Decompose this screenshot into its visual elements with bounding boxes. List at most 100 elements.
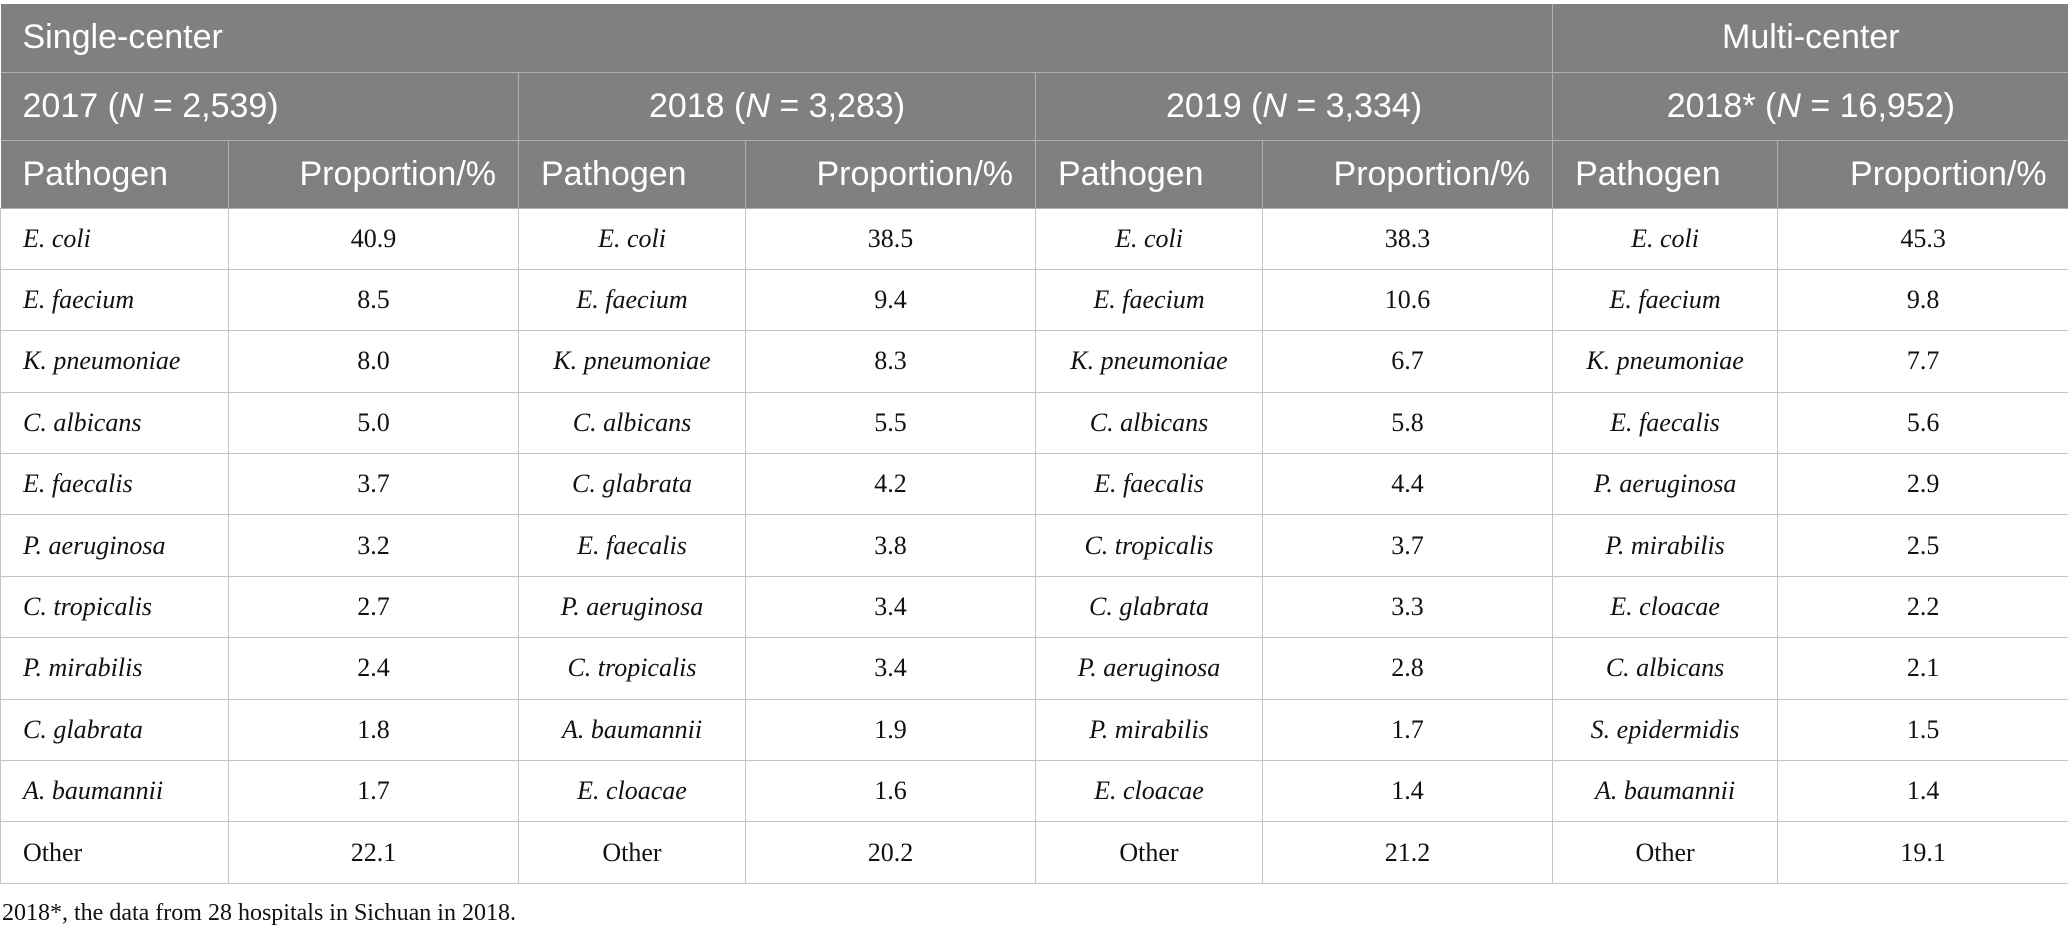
pathogen-name-cell: E. cloacae: [1552, 575, 1779, 639]
column-header-proportion: Proportion/%: [745, 140, 1036, 209]
pathogen-name-cell: P. mirabilis: [1552, 514, 1779, 577]
proportion-value-cell: 20.2: [745, 821, 1036, 884]
table-row: E. faecalis 3.7 C. glabrata 4.2 E. faecalis 4…: [0, 453, 2068, 516]
pathogen-name-cell: E. faecium: [518, 268, 746, 332]
pathogen-name-cell: K. pneumoniae: [1035, 330, 1263, 393]
column-header-proportion: Proportion/%: [1261, 140, 1553, 209]
group-header-2017: 2017 (N = 2,539): [0, 72, 519, 141]
column-header-proportion: Proportion/%: [228, 140, 519, 209]
column-header-pathogen: Pathogen: [1035, 140, 1263, 209]
pathogen-name-cell: A. baumannii: [0, 760, 229, 823]
proportion-value-cell: 8.0: [228, 330, 519, 393]
pathogen-name-cell: K. pneumoniae: [1552, 330, 1779, 393]
pathogen-name-cell: C. albicans: [0, 391, 229, 455]
proportion-value-cell: 5.8: [1261, 391, 1554, 455]
proportion-value-cell: 5.0: [228, 391, 519, 455]
proportion-value-cell: 5.5: [745, 391, 1036, 455]
pathogen-name-cell: A. baumannii: [1552, 760, 1779, 823]
column-header-pathogen: Pathogen: [1552, 140, 1778, 209]
proportion-value-cell: 8.5: [228, 268, 519, 332]
pathogen-name-cell: P. mirabilis: [0, 637, 229, 700]
table-row: C. glabrata 1.8 A. baumannii 1.9 P. mirabili…: [0, 698, 2068, 762]
proportion-value-cell: 3.3: [1261, 575, 1554, 639]
proportion-value-cell: 4.2: [745, 453, 1036, 516]
single-center-header: Single-center: [0, 4, 1553, 73]
pathogen-name-cell: E. cloacae: [518, 760, 746, 823]
proportion-value-cell: 2.8: [1261, 637, 1554, 700]
proportion-value-cell: 21.2: [1261, 821, 1554, 884]
proportion-value-cell: 22.1: [228, 821, 519, 884]
pathogen-name-cell: C. albicans: [1035, 391, 1263, 455]
proportion-value-cell: 40.9: [228, 207, 519, 270]
pathogen-name-cell: C. glabrata: [518, 453, 746, 516]
pathogen-name-cell: E. coli: [518, 207, 746, 270]
pathogen-name-cell: Other: [1035, 821, 1263, 884]
multi-center-header: Multi-center: [1552, 4, 2068, 73]
header-row-year-groups: 2017 (N = 2,539) 2018 (N = 3,283) 2019 (…: [0, 72, 2068, 141]
header-row-center-type: Single-center Multi-center: [0, 4, 2068, 73]
pathogen-name-cell: C. tropicalis: [1035, 514, 1263, 577]
proportion-value-cell: 3.7: [228, 453, 519, 516]
pathogen-name-cell: A. baumannii: [518, 698, 746, 762]
table-footnote: 2018*, the data from 28 hospitals in Sic…: [2, 900, 516, 926]
pathogen-name-cell: P. aeruginosa: [1552, 453, 1779, 516]
proportion-value-cell: 6.7: [1261, 330, 1554, 393]
pathogen-name-cell: S. epidermidis: [1552, 698, 1779, 762]
pathogen-name-cell: K. pneumoniae: [0, 330, 229, 393]
proportion-value-cell: 1.7: [1261, 698, 1554, 762]
table-row: Other 22.1 Other 20.2 Other 21.2 Other 19.1: [0, 821, 2068, 884]
proportion-value-cell: 8.3: [745, 330, 1036, 393]
proportion-value-cell: 1.4: [1261, 760, 1554, 823]
proportion-value-cell: 1.7: [228, 760, 519, 823]
proportion-value-cell: 3.8: [745, 514, 1036, 577]
proportion-value-cell: 9.4: [745, 268, 1036, 332]
table-row: P. mirabilis 2.4 C. tropicalis 3.4 P. aerugi…: [0, 637, 2068, 700]
proportion-value-cell: 3.7: [1261, 514, 1554, 577]
pathogen-name-cell: C. albicans: [518, 391, 746, 455]
group-header-2018-multi: 2018* (N = 16,952): [1552, 72, 2068, 141]
group-header-2018: 2018 (N = 3,283): [518, 72, 1036, 141]
proportion-value-cell: 4.4: [1261, 453, 1554, 516]
pathogen-name-cell: E. faecium: [0, 268, 229, 332]
pathogen-name-cell: C. tropicalis: [518, 637, 746, 700]
proportion-value-cell: 1.5: [1777, 698, 2068, 762]
pathogen-name-cell: Other: [1552, 821, 1779, 884]
header-row-columns: Pathogen Proportion/% Pathogen Proportio…: [0, 140, 2068, 209]
proportion-value-cell: 38.5: [745, 207, 1036, 270]
table-row: C. albicans 5.0 C. albicans 5.5 C. albicans 5…: [0, 391, 2068, 455]
table-body: E. coli 40.9 E. coli 38.5 E. coli 38.3 E. coli…: [0, 207, 2068, 884]
pathogen-name-cell: C. tropicalis: [0, 575, 229, 639]
table-row: E. faecium 8.5 E. faecium 9.4 E. faecium 10.6…: [0, 268, 2068, 332]
pathogen-name-cell: E. faecalis: [518, 514, 746, 577]
proportion-value-cell: 7.7: [1777, 330, 2068, 393]
pathogen-name-cell: E. faecalis: [1035, 453, 1263, 516]
proportion-value-cell: 2.2: [1777, 575, 2068, 639]
pathogen-name-cell: C. albicans: [1552, 637, 1779, 700]
proportion-value-cell: 2.1: [1777, 637, 2068, 700]
pathogen-name-cell: E. coli: [0, 207, 229, 270]
proportion-value-cell: 1.4: [1777, 760, 2068, 823]
proportion-value-cell: 2.7: [228, 575, 519, 639]
pathogen-name-cell: E. faecalis: [0, 453, 229, 516]
proportion-value-cell: 1.9: [745, 698, 1036, 762]
pathogen-name-cell: P. aeruginosa: [0, 514, 229, 577]
pathogen-name-cell: E. coli: [1552, 207, 1779, 270]
proportion-value-cell: 19.1: [1777, 821, 2068, 884]
pathogen-name-cell: E. faecium: [1035, 268, 1263, 332]
pathogen-name-cell: K. pneumoniae: [518, 330, 746, 393]
proportion-value-cell: 1.6: [745, 760, 1036, 823]
proportion-value-cell: 3.2: [228, 514, 519, 577]
table-row: A. baumannii 1.7 E. cloacae 1.6 E. cloacae 1.…: [0, 760, 2068, 823]
group-header-2019: 2019 (N = 3,334): [1034, 72, 1553, 141]
table-row: C. tropicalis 2.7 P. aeruginosa 3.4 C. glabr…: [0, 575, 2068, 639]
pathogen-name-cell: P. mirabilis: [1035, 698, 1263, 762]
proportion-value-cell: 2.4: [228, 637, 519, 700]
table-row: K. pneumoniae 8.0 K. pneumoniae 8.3 K. pneum…: [0, 330, 2068, 393]
pathogen-name-cell: P. aeruginosa: [1035, 637, 1263, 700]
pathogen-name-cell: Other: [518, 821, 746, 884]
proportion-value-cell: 45.3: [1777, 207, 2068, 270]
proportion-value-cell: 3.4: [745, 637, 1036, 700]
pathogen-name-cell: E. cloacae: [1035, 760, 1263, 823]
pathogen-name-cell: E. faecalis: [1552, 391, 1779, 455]
proportion-value-cell: 2.9: [1777, 453, 2068, 516]
